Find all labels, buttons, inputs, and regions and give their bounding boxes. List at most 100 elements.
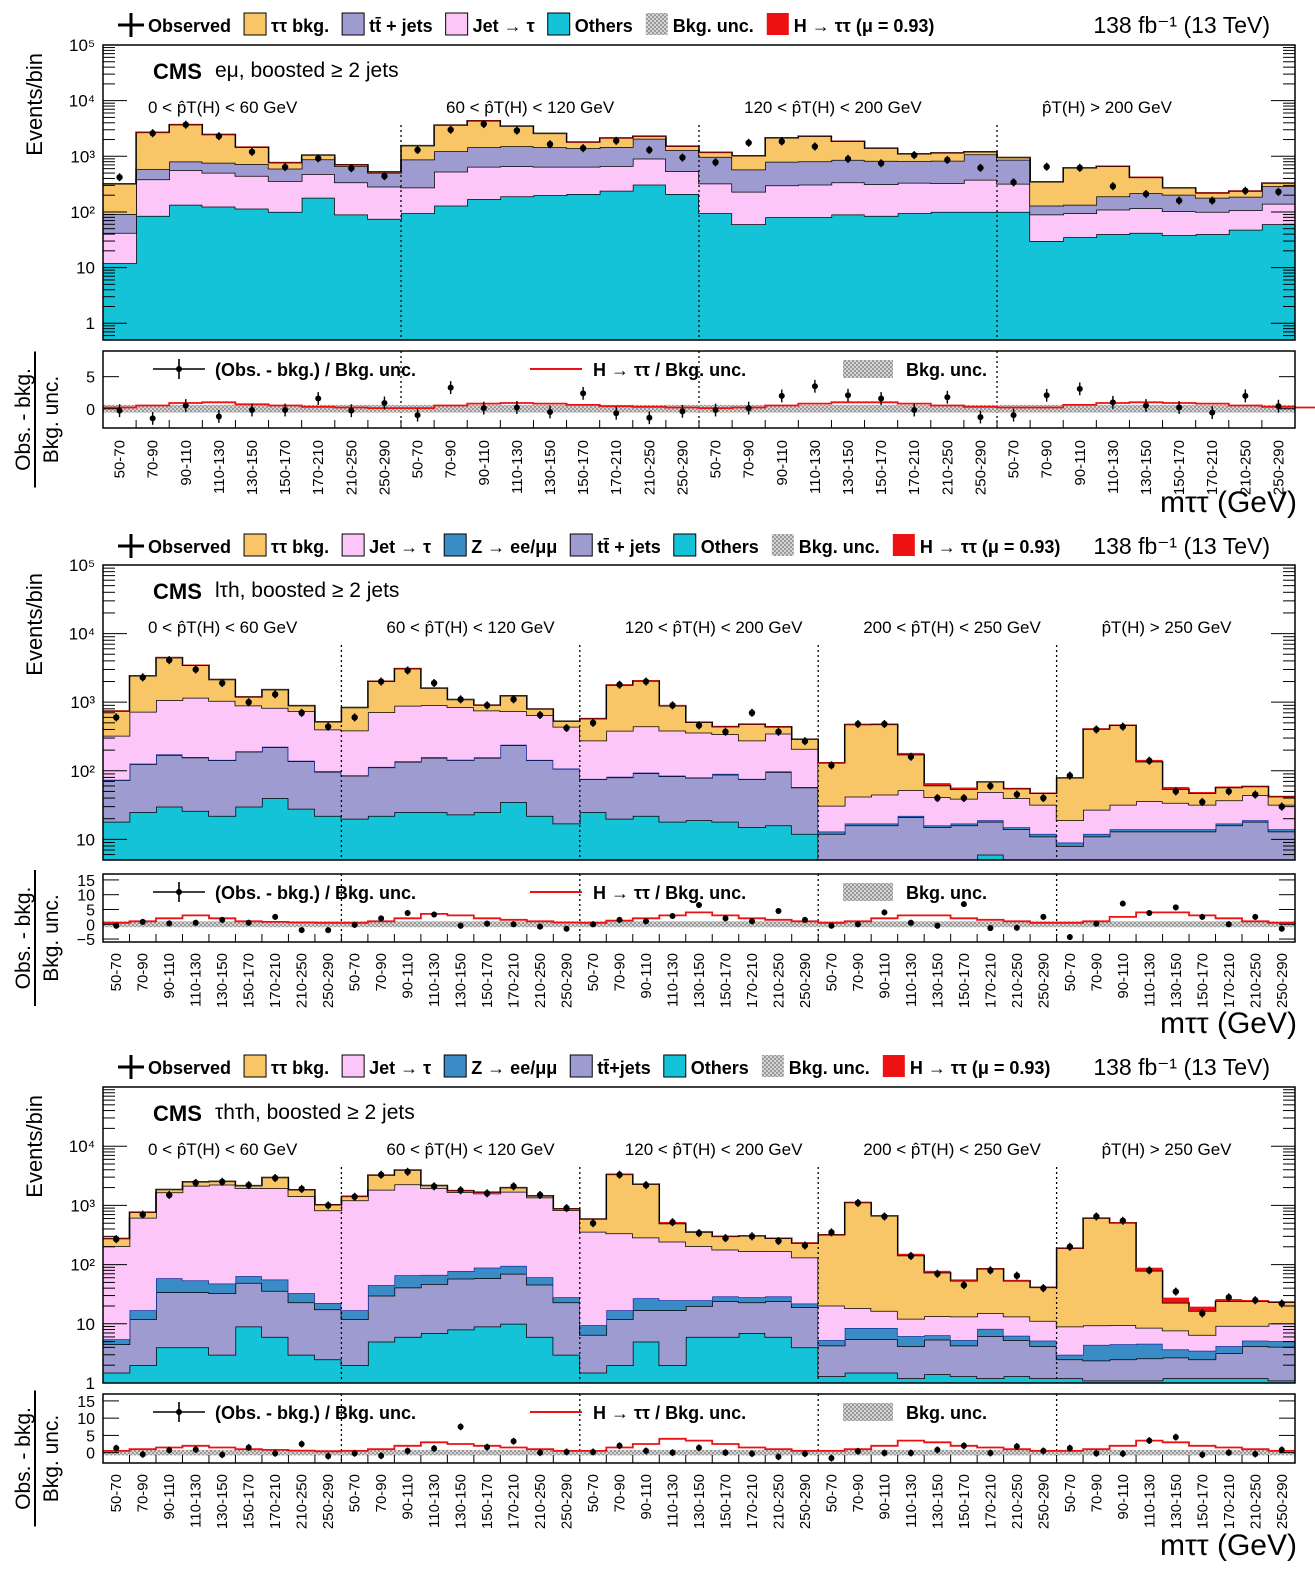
signal-bar — [963, 151, 997, 153]
observed-point — [1040, 1284, 1047, 1292]
ratio-obs-point — [457, 922, 464, 929]
ratio-obs-point — [669, 1449, 676, 1456]
observed-point — [1278, 803, 1285, 810]
ratio-obs-point — [219, 1451, 226, 1458]
observed-point — [679, 154, 686, 161]
x-tick-label: 50-70 — [112, 440, 129, 478]
ratio-obs-point — [1119, 1450, 1126, 1457]
ratio-obs-point — [325, 1453, 332, 1460]
pt-bin-label: 0 < p̂T(H) < 60 GeV — [148, 1140, 298, 1159]
x-tick-label: 90-110 — [1115, 953, 1132, 999]
x-tick-label: 110-130 — [665, 1474, 682, 1528]
legend-item-zll: Z → ee/μμ — [443, 533, 557, 557]
x-tick-label: 110-130 — [903, 953, 920, 1007]
observed-point — [695, 722, 703, 729]
legend-others-label: Others — [701, 537, 759, 557]
legend-signal-label: H → ττ (μ = 0.93) — [794, 16, 935, 36]
observed-point — [1242, 187, 1249, 194]
x-tick-label: 50-70 — [585, 1474, 602, 1512]
signal-bar — [533, 133, 567, 134]
ratio-frame — [102, 1393, 1296, 1464]
ratio-obs-point — [854, 1448, 861, 1455]
observed-point — [546, 140, 554, 148]
legend-signal-swatch — [892, 534, 915, 556]
y-tick-label: 10⁵ — [69, 556, 95, 575]
x-tick-label: 210-250 — [770, 953, 787, 1008]
y-tick-label: 10² — [70, 762, 95, 781]
observed-point — [748, 1233, 756, 1240]
x-tick-label: 210-250 — [1247, 1474, 1264, 1529]
observed-point — [1252, 791, 1259, 798]
ratio-obs-point — [1199, 913, 1206, 920]
pt-bin-label: 0 < p̂T(H) < 60 GeV — [148, 618, 298, 637]
stack-others — [103, 1323, 1295, 1383]
observed-point — [1275, 188, 1282, 196]
observed-point — [510, 696, 517, 703]
ratio-legend: (Obs. - bkg.) / Bkg. unc. H → ττ / Bkg. u… — [153, 359, 987, 380]
ratio-obs-point — [801, 1450, 808, 1457]
x-tick-label: 170-210 — [608, 440, 625, 495]
cms-logo-text: CMS — [153, 1101, 202, 1126]
signal-bar — [1162, 1297, 1190, 1303]
observed-point — [271, 1174, 279, 1182]
x-tick-label: 130-150 — [453, 953, 470, 1008]
ratio-obs-point — [1013, 924, 1020, 931]
x-tick-label: 110-130 — [665, 953, 682, 1007]
cms-label: CMS eμ, boosted ≥ 2 jets — [153, 59, 399, 84]
ratio-obs-point — [1176, 404, 1183, 411]
y-tick-label: 10 — [76, 830, 95, 849]
pt-bin-label: p̂T(H) > 250 GeV — [1102, 1140, 1233, 1159]
panel-2: Observed ττ bkg. Jet → τ Z → ee/μμ tt̄ + jet… — [12, 533, 1297, 1040]
observed-point — [192, 1179, 199, 1187]
legend-jetfake-swatch — [341, 1054, 365, 1078]
legend-signal-label: H → ττ (μ = 0.93) — [910, 1058, 1051, 1078]
observed-point — [271, 691, 279, 698]
legend-item-jetfake: Jet → τ — [341, 533, 431, 557]
ratio-obs-point — [510, 1438, 517, 1445]
x-tick-label: 210-250 — [1247, 953, 1264, 1008]
observed-point — [934, 1270, 941, 1277]
signal-bar — [632, 136, 666, 137]
legend-zll-swatch — [443, 1054, 467, 1078]
y-axis: 10 10² 10³ 10⁴ 10⁵ Events/bin — [22, 556, 1295, 861]
ratio-obs-point — [431, 911, 438, 918]
x-tick-label: 50-70 — [708, 440, 725, 478]
ratio-obs-point — [537, 1449, 544, 1456]
ratio-obs-point — [1209, 409, 1216, 416]
ratio-obs-point — [881, 909, 888, 916]
x-tick-label: 130-150 — [214, 953, 231, 1008]
ratio-legend-unc-swatch — [843, 1403, 893, 1421]
observed-point — [1076, 164, 1083, 172]
x-axis-title: mττ (GeV) — [1160, 1529, 1297, 1562]
ratio-y-tick-label: 0 — [86, 402, 95, 419]
legend-jetfake-label: Jet → τ — [369, 537, 431, 557]
observed-point — [298, 1185, 305, 1193]
legend-item-signal: H → ττ (μ = 0.93) — [766, 13, 935, 36]
x-tick-label: 50-70 — [108, 1474, 125, 1512]
signal-bar — [798, 135, 832, 137]
legend-others-swatch — [547, 12, 571, 36]
ratio-legend: (Obs. - bkg.) / Bkg. unc. H → ττ / Bkg. u… — [153, 882, 987, 903]
x-tick-label: 50-70 — [108, 953, 125, 991]
ratio-obs-point — [325, 927, 332, 934]
ratio-obs-point — [696, 1444, 702, 1451]
observed-point — [642, 678, 650, 685]
ratio-obs-point — [351, 921, 358, 928]
x-tick-label: 90-110 — [876, 1474, 893, 1520]
ratio-obs-point — [960, 1442, 967, 1449]
observed-point — [722, 1234, 729, 1242]
legend-jetfake-label: Jet → τ — [473, 16, 535, 36]
x-tick-label: 110-130 — [1141, 1474, 1158, 1528]
signal-bar — [977, 780, 1004, 782]
observed-point — [215, 132, 223, 140]
legend-item-ttbar_a: tt̄ + jets — [569, 533, 661, 557]
x-tick-label: 210-250 — [294, 1474, 311, 1529]
legend-others-swatch — [673, 533, 697, 557]
x-tick-label: 70-90 — [373, 1474, 390, 1512]
x-tick-label: 50-70 — [1062, 1474, 1079, 1512]
x-tick-label: 70-90 — [850, 1474, 867, 1512]
ratio-obs-point — [219, 916, 226, 923]
x-tick-label: 90-110 — [774, 440, 791, 486]
ratio-obs-point — [590, 1448, 597, 1455]
